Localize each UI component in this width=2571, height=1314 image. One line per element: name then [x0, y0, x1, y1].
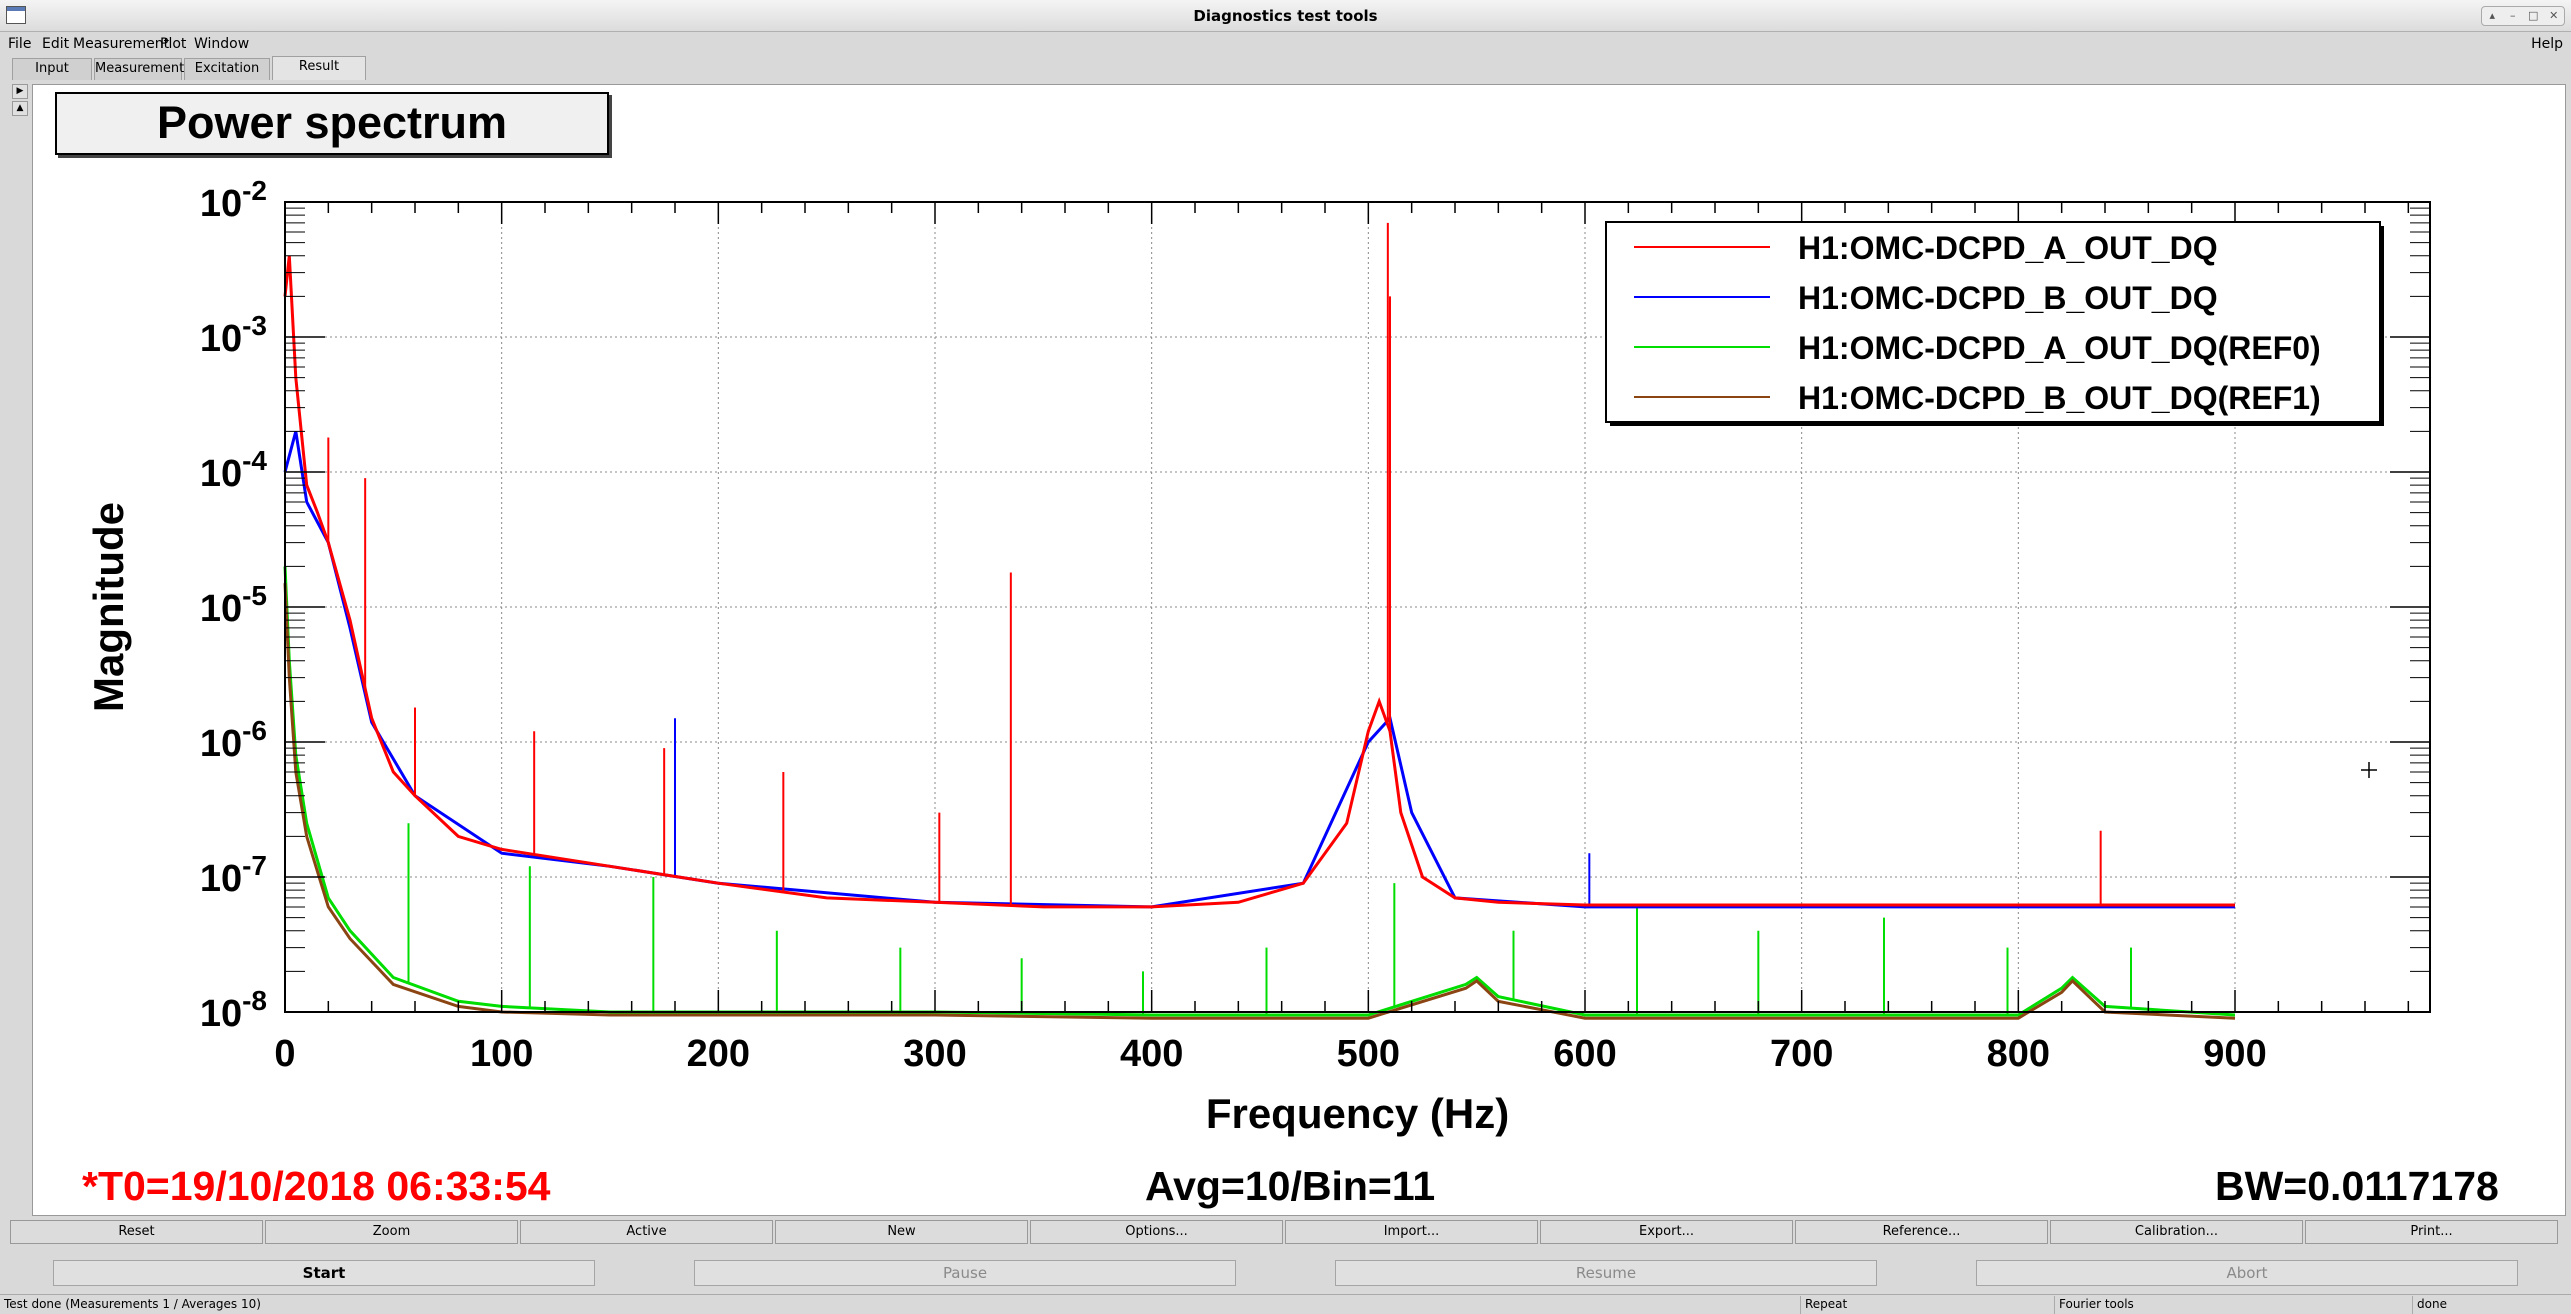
- legend-entry: H1:OMC-DCPD_A_OUT_DQ: [1798, 230, 2218, 266]
- abort-button[interactable]: Abort: [1976, 1260, 2518, 1286]
- tab-excitation[interactable]: Excitation: [184, 58, 270, 80]
- y-tick-label: 10-3: [200, 310, 267, 360]
- maximize-icon[interactable]: □: [2528, 9, 2539, 22]
- window-controls[interactable]: ▴ – □ ✕: [2481, 6, 2565, 26]
- menu-edit[interactable]: Edit: [42, 36, 70, 52]
- resume-button[interactable]: Resume: [1335, 1260, 1877, 1286]
- legend-entry: H1:OMC-DCPD_B_OUT_DQ(REF1): [1798, 380, 2321, 416]
- x-tick-label: 900: [2203, 1033, 2266, 1075]
- x-tick-label: 700: [1770, 1033, 1833, 1075]
- plot-heading-box: Power spectrum: [55, 92, 609, 155]
- tab-bar: Input Measurement Excitation Result: [0, 56, 2571, 82]
- calibration-button[interactable]: Calibration...: [2050, 1220, 2303, 1244]
- series-line: [283, 566, 2236, 1017]
- menu-bar: File Edit Measurement Plot Window Help: [0, 32, 2571, 56]
- side-scroller: ▶ ▲: [12, 84, 30, 118]
- chart-legend: H1:OMC-DCPD_A_OUT_DQ H1:OMC-DCPD_B_OUT_DQ…: [1605, 221, 2384, 426]
- status-bar: Test done (Measurements 1 / Averages 10)…: [0, 1294, 2571, 1314]
- t0-label: *T0=19/10/2018 06:33:54: [82, 1163, 551, 1209]
- x-axis-title: Frequency (Hz): [1206, 1090, 1509, 1137]
- minimize-icon[interactable]: –: [2510, 9, 2516, 22]
- arrow-right-icon[interactable]: ▶: [12, 84, 28, 99]
- zoom-button[interactable]: Zoom: [265, 1220, 518, 1244]
- window-title: Diagnostics test tools: [1193, 7, 1378, 25]
- y-tick-label: 10-8: [200, 985, 267, 1035]
- options-button[interactable]: Options...: [1030, 1220, 1283, 1244]
- status-mode: Repeat: [1800, 1296, 2054, 1314]
- status-tool: Fourier tools: [2054, 1296, 2412, 1314]
- x-tick-label: 100: [470, 1033, 533, 1075]
- legend-box: [1605, 221, 2381, 423]
- title-bar: Diagnostics test tools ▴ – □ ✕: [0, 0, 2571, 32]
- series-line: [283, 583, 2236, 1020]
- menu-plot[interactable]: Plot: [160, 36, 187, 52]
- y-tick-label: 10-5: [200, 580, 267, 630]
- y-tick-label: 10-7: [200, 850, 267, 900]
- legend-entry: H1:OMC-DCPD_B_OUT_DQ: [1798, 280, 2218, 316]
- new-button[interactable]: New: [775, 1220, 1028, 1244]
- chart-ticks: [284, 201, 2430, 1013]
- reset-button[interactable]: Reset: [10, 1220, 263, 1244]
- active-button[interactable]: Active: [520, 1220, 773, 1244]
- menu-window[interactable]: Window: [194, 36, 250, 52]
- plot-button-row: Reset Zoom Active New Options... Import.…: [10, 1220, 2560, 1246]
- x-tick-label: 200: [687, 1033, 750, 1075]
- legend-entry: H1:OMC-DCPD_A_OUT_DQ(REF0): [1798, 330, 2321, 366]
- print-button[interactable]: Print...: [2305, 1220, 2558, 1244]
- status-state: done: [2412, 1296, 2571, 1314]
- y-axis-title: Magnitude: [85, 502, 132, 712]
- x-tick-label: 800: [1987, 1033, 2050, 1075]
- y-tick-label: 10-6: [200, 715, 267, 765]
- x-tick-label: 0: [274, 1033, 295, 1075]
- shade-icon[interactable]: ▴: [2489, 9, 2496, 22]
- x-tick-label: 500: [1337, 1033, 1400, 1075]
- export-button[interactable]: Export...: [1540, 1220, 1793, 1244]
- x-tick-label: 400: [1120, 1033, 1183, 1075]
- chart-series: [283, 222, 2236, 1020]
- x-tick-label: 300: [903, 1033, 966, 1075]
- avg-bin-label: Avg=10/Bin=11: [1145, 1163, 1436, 1209]
- y-tick-label: 10-4: [200, 445, 268, 495]
- menu-measurement[interactable]: Measurement: [73, 36, 170, 52]
- chart-labels: 0 100 200 300 400 500 600 700 800 900 10-2 10-3 10-4…: [85, 175, 2377, 1137]
- import-button[interactable]: Import...: [1285, 1220, 1538, 1244]
- measurement-controls: Start Pause Resume Abort: [0, 1258, 2571, 1288]
- y-tick-label: 10-2: [200, 175, 267, 225]
- bandwidth-label: BW=0.0117178: [2215, 1163, 2499, 1209]
- tab-result[interactable]: Result: [272, 56, 366, 80]
- tab-measurement[interactable]: Measurement: [94, 58, 184, 80]
- arrow-up-icon[interactable]: ▲: [12, 101, 28, 116]
- app-icon: [6, 6, 26, 24]
- tab-input[interactable]: Input: [12, 58, 92, 80]
- reference-button[interactable]: Reference...: [1795, 1220, 2048, 1244]
- menu-file[interactable]: File: [8, 36, 32, 52]
- menu-help[interactable]: Help: [2531, 36, 2563, 52]
- status-message: Test done (Measurements 1 / Averages 10): [4, 1297, 261, 1311]
- pause-button[interactable]: Pause: [694, 1260, 1236, 1286]
- plot-heading: Power spectrum: [156, 97, 508, 148]
- close-icon[interactable]: ✕: [2549, 9, 2559, 22]
- series-line: [283, 255, 2235, 909]
- start-button[interactable]: Start: [53, 1260, 595, 1286]
- x-tick-label: 600: [1553, 1033, 1616, 1075]
- series-line: [283, 431, 2235, 909]
